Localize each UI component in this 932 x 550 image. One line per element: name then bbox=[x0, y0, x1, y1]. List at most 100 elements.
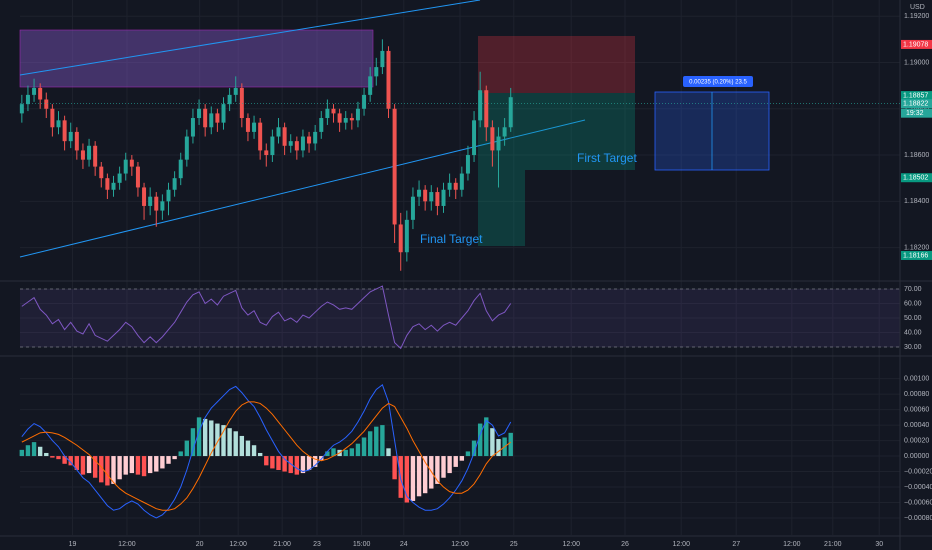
x-tick-label: 27 bbox=[732, 541, 740, 548]
histogram-bar bbox=[233, 431, 238, 457]
price-badge bbox=[901, 99, 932, 109]
x-tick-label: 23 bbox=[313, 541, 321, 548]
candle-body bbox=[129, 159, 134, 167]
histogram-bar bbox=[202, 418, 208, 457]
candle-body bbox=[325, 108, 330, 119]
y-tick-label: −0.00080 bbox=[904, 515, 932, 522]
histogram-bar bbox=[386, 448, 391, 457]
histogram-bar bbox=[172, 456, 177, 460]
histogram-bar bbox=[239, 435, 245, 457]
x-tick-label: 26 bbox=[621, 541, 629, 548]
histogram-bar bbox=[92, 456, 98, 478]
candle-body bbox=[465, 155, 470, 174]
histogram-bar bbox=[184, 440, 190, 457]
y-tick-label: 0.00020 bbox=[904, 437, 929, 444]
histogram-bar bbox=[453, 456, 458, 467]
candle-body bbox=[343, 118, 348, 123]
candle-body bbox=[142, 187, 147, 206]
y-tick-label: 60.00 bbox=[904, 300, 922, 307]
histogram-bar bbox=[264, 456, 269, 466]
y-tick-label: −0.00060 bbox=[904, 499, 932, 506]
candle-body bbox=[245, 118, 250, 132]
candle-body bbox=[423, 189, 428, 202]
histogram-bar bbox=[190, 428, 196, 457]
histogram-bar bbox=[447, 456, 452, 474]
candle-body bbox=[184, 136, 189, 160]
candle-body bbox=[478, 90, 483, 121]
y-tick-label: 70.00 bbox=[904, 286, 922, 293]
candle-body bbox=[307, 136, 312, 144]
price-axis: 1.182001.184001.186001.188001.190001.192… bbox=[69, 13, 932, 548]
histogram-bar bbox=[129, 456, 135, 474]
histogram-bar bbox=[306, 456, 312, 470]
histogram-bar bbox=[160, 456, 165, 469]
histogram-bar bbox=[251, 445, 257, 457]
candle-body bbox=[32, 87, 37, 95]
histogram-bar bbox=[86, 456, 92, 474]
histogram-bar bbox=[227, 428, 232, 457]
histogram-bar bbox=[404, 456, 410, 503]
candle-body bbox=[19, 104, 24, 114]
candle-body bbox=[349, 118, 354, 121]
candle-body bbox=[398, 224, 403, 253]
histogram-bar bbox=[257, 452, 263, 457]
y-tick-label: −0.00040 bbox=[904, 484, 932, 491]
histogram-bar bbox=[215, 423, 220, 457]
y-tick-label: 1.19200 bbox=[904, 13, 929, 20]
histogram-bar bbox=[196, 417, 202, 457]
histogram-bar bbox=[471, 440, 477, 457]
candle-body bbox=[508, 97, 513, 128]
histogram-bar bbox=[508, 432, 513, 457]
candle-body bbox=[25, 94, 30, 105]
x-tick-label: 15:00 bbox=[353, 541, 371, 548]
histogram-bar bbox=[410, 456, 416, 501]
candle-body bbox=[484, 90, 489, 128]
candle-body bbox=[233, 87, 238, 95]
macd-line bbox=[21, 384, 512, 519]
histogram-bar bbox=[19, 449, 25, 457]
histogram-bar bbox=[123, 456, 128, 475]
candle-body bbox=[355, 108, 360, 121]
y-tick-label: 1.18400 bbox=[904, 198, 929, 205]
countdown-bg bbox=[901, 108, 932, 118]
price-badge bbox=[901, 91, 932, 101]
candle-body bbox=[135, 166, 140, 188]
candle-body bbox=[56, 120, 61, 128]
candle-body bbox=[300, 136, 305, 151]
candle-body bbox=[282, 127, 287, 146]
candle-body bbox=[447, 182, 452, 190]
candle-body bbox=[472, 120, 477, 156]
candle-body bbox=[392, 108, 397, 225]
histogram-bar bbox=[459, 456, 465, 461]
final-target-zone bbox=[478, 170, 525, 246]
histogram-bar bbox=[50, 456, 55, 458]
histogram-bar bbox=[105, 456, 110, 486]
final-target: Final Target bbox=[420, 232, 483, 246]
candle-body bbox=[313, 131, 318, 144]
histogram-bar bbox=[276, 456, 281, 470]
candle-body bbox=[178, 159, 183, 179]
candle-body bbox=[203, 108, 208, 128]
price-badge bbox=[901, 173, 932, 183]
histogram-bar bbox=[245, 440, 251, 457]
candle-body bbox=[453, 182, 458, 190]
candle-body bbox=[215, 113, 220, 123]
histogram-bar bbox=[80, 456, 86, 475]
candle-body bbox=[294, 141, 299, 151]
candle-body bbox=[258, 122, 263, 151]
x-tick-label: 12:00 bbox=[562, 541, 580, 548]
histogram-bar bbox=[147, 456, 153, 474]
histogram-bar bbox=[490, 428, 495, 457]
candle-body bbox=[38, 87, 43, 100]
histogram-bar bbox=[99, 456, 104, 483]
x-tick-label: 24 bbox=[400, 541, 408, 548]
candle-body bbox=[368, 76, 373, 95]
x-tick-label: 21:00 bbox=[824, 541, 842, 548]
price-badge bbox=[901, 39, 932, 49]
candle-body bbox=[374, 67, 379, 77]
histogram-bar bbox=[221, 425, 226, 457]
candle-body bbox=[221, 104, 226, 123]
candle-body bbox=[331, 108, 336, 114]
candle-body bbox=[105, 178, 110, 190]
price-badge-label: 1.18166 bbox=[903, 252, 928, 259]
